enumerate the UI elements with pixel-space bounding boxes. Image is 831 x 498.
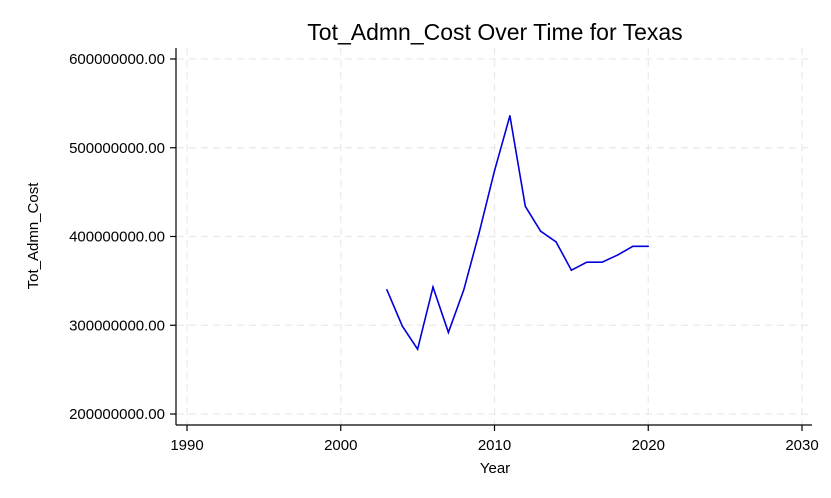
data-point	[493, 170, 496, 172]
grid	[177, 48, 812, 424]
x-ticks: 1990 2000 2010 2020 2030	[170, 425, 819, 454]
y-ticks: 200000000.00 300000000.00 400000000.00 5000…	[69, 51, 176, 423]
y-tick-label: 600000000.00	[69, 51, 165, 68]
series-line	[386, 115, 649, 352]
x-tick-label: 2000	[324, 437, 357, 454]
y-tick-label: 400000000.00	[69, 229, 165, 246]
data-point	[647, 245, 650, 248]
x-tick-label: 2030	[785, 437, 818, 454]
data-point	[386, 288, 388, 291]
data-point	[416, 348, 419, 351]
chart-title: Tot_Admn_Cost Over Time for Texas	[307, 19, 682, 45]
y-tick-label: 300000000.00	[69, 317, 165, 334]
data-point	[447, 331, 450, 334]
data-point	[462, 288, 465, 291]
data-point	[401, 325, 404, 327]
data-point	[585, 261, 588, 264]
data-point	[432, 286, 434, 288]
data-point	[478, 232, 480, 234]
y-axis-label: Tot_Admn_Cost	[25, 182, 42, 290]
x-axis-label: Year	[480, 460, 510, 477]
data-point	[632, 245, 634, 248]
data-point	[601, 261, 603, 264]
data-point	[524, 205, 527, 208]
y-tick-label: 500000000.00	[69, 140, 165, 157]
y-tick-label: 200000000.00	[69, 406, 165, 423]
data-point	[509, 115, 511, 117]
x-tick-label: 2010	[478, 437, 511, 454]
data-point	[570, 269, 573, 272]
x-tick-label: 2020	[632, 437, 665, 454]
series	[386, 115, 650, 352]
data-point	[616, 254, 619, 256]
data-point	[539, 230, 542, 232]
x-tick-label: 1990	[170, 437, 203, 454]
data-point	[555, 241, 557, 243]
